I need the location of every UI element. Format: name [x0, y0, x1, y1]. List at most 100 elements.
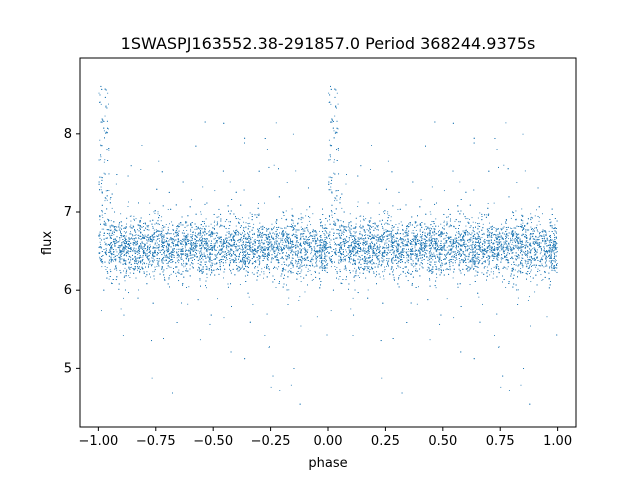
- data-point: [401, 261, 403, 263]
- data-point: [157, 263, 159, 265]
- data-point: [359, 267, 361, 269]
- data-point: [521, 208, 523, 210]
- data-point: [396, 231, 398, 233]
- data-point: [407, 232, 409, 234]
- data-point: [538, 220, 540, 222]
- data-point: [469, 239, 471, 241]
- data-point: [410, 224, 412, 226]
- data-point: [549, 240, 551, 242]
- data-point: [507, 251, 509, 253]
- data-point: [352, 247, 354, 249]
- data-point: [251, 237, 253, 239]
- data-point: [267, 228, 269, 230]
- data-point: [459, 181, 461, 183]
- data-point: [330, 103, 332, 105]
- data-point: [123, 297, 124, 299]
- data-point: [105, 198, 107, 200]
- data-point: [173, 251, 175, 253]
- data-point: [337, 128, 339, 130]
- data-point: [165, 259, 167, 261]
- data-point: [474, 262, 476, 264]
- data-point: [448, 254, 450, 256]
- data-point: [534, 215, 536, 217]
- data-point: [120, 213, 122, 215]
- data-point: [330, 261, 332, 263]
- data-point: [492, 277, 494, 279]
- data-point: [401, 242, 403, 244]
- data-point: [231, 244, 233, 246]
- data-point: [551, 240, 553, 241]
- data-point: [224, 253, 226, 255]
- data-point: [206, 251, 208, 253]
- data-point: [352, 235, 354, 237]
- data-point: [147, 234, 149, 236]
- data-point: [508, 262, 510, 264]
- data-point: [139, 221, 141, 223]
- data-point: [537, 237, 539, 238]
- data-point: [103, 172, 105, 174]
- data-point: [390, 244, 392, 246]
- data-point: [414, 237, 416, 239]
- data-point: [268, 257, 269, 258]
- data-point: [101, 258, 103, 260]
- data-point: [232, 245, 234, 247]
- data-point: [101, 266, 103, 268]
- data-point: [369, 221, 370, 223]
- data-point: [325, 259, 327, 261]
- data-point: [407, 259, 409, 261]
- data-point: [354, 245, 356, 247]
- data-point: [123, 241, 125, 243]
- data-point: [319, 246, 321, 248]
- data-point: [521, 257, 523, 259]
- data-point: [124, 244, 126, 246]
- data-point: [353, 263, 355, 265]
- data-point: [238, 241, 240, 243]
- data-point: [183, 262, 185, 264]
- data-point: [323, 228, 325, 230]
- data-point: [388, 249, 390, 251]
- data-point: [411, 258, 413, 260]
- data-point: [224, 237, 226, 239]
- data-point: [129, 256, 131, 258]
- data-point: [190, 236, 192, 238]
- data-point: [445, 240, 447, 242]
- data-point: [361, 233, 363, 235]
- data-point: [179, 250, 181, 252]
- data-point: [149, 263, 151, 265]
- data-point: [338, 232, 340, 234]
- data-point: [545, 261, 547, 263]
- data-point: [316, 242, 318, 244]
- data-point: [170, 238, 172, 240]
- data-point: [456, 231, 458, 233]
- data-point: [526, 254, 528, 256]
- data-point: [158, 265, 160, 267]
- data-point: [502, 251, 504, 253]
- data-point: [381, 234, 383, 236]
- data-point: [216, 242, 218, 244]
- data-point: [182, 244, 184, 246]
- data-point: [243, 236, 245, 238]
- data-point: [326, 243, 327, 245]
- data-point: [532, 265, 534, 266]
- data-point: [440, 249, 442, 251]
- data-point: [378, 254, 380, 256]
- data-point: [464, 257, 466, 259]
- data-point: [343, 230, 345, 232]
- data-point: [276, 220, 278, 222]
- data-point: [412, 262, 414, 264]
- data-point: [176, 248, 178, 250]
- data-point: [202, 259, 204, 261]
- data-point: [100, 159, 102, 161]
- data-point: [199, 268, 201, 270]
- data-point: [288, 236, 290, 238]
- data-point: [498, 231, 500, 233]
- data-point: [340, 220, 342, 222]
- data-point: [522, 220, 524, 222]
- data-points: [98, 85, 558, 405]
- data-point: [108, 103, 109, 105]
- data-point: [398, 238, 400, 240]
- data-point: [435, 287, 437, 289]
- data-point: [134, 230, 136, 232]
- data-point: [191, 245, 193, 247]
- data-point: [502, 246, 504, 248]
